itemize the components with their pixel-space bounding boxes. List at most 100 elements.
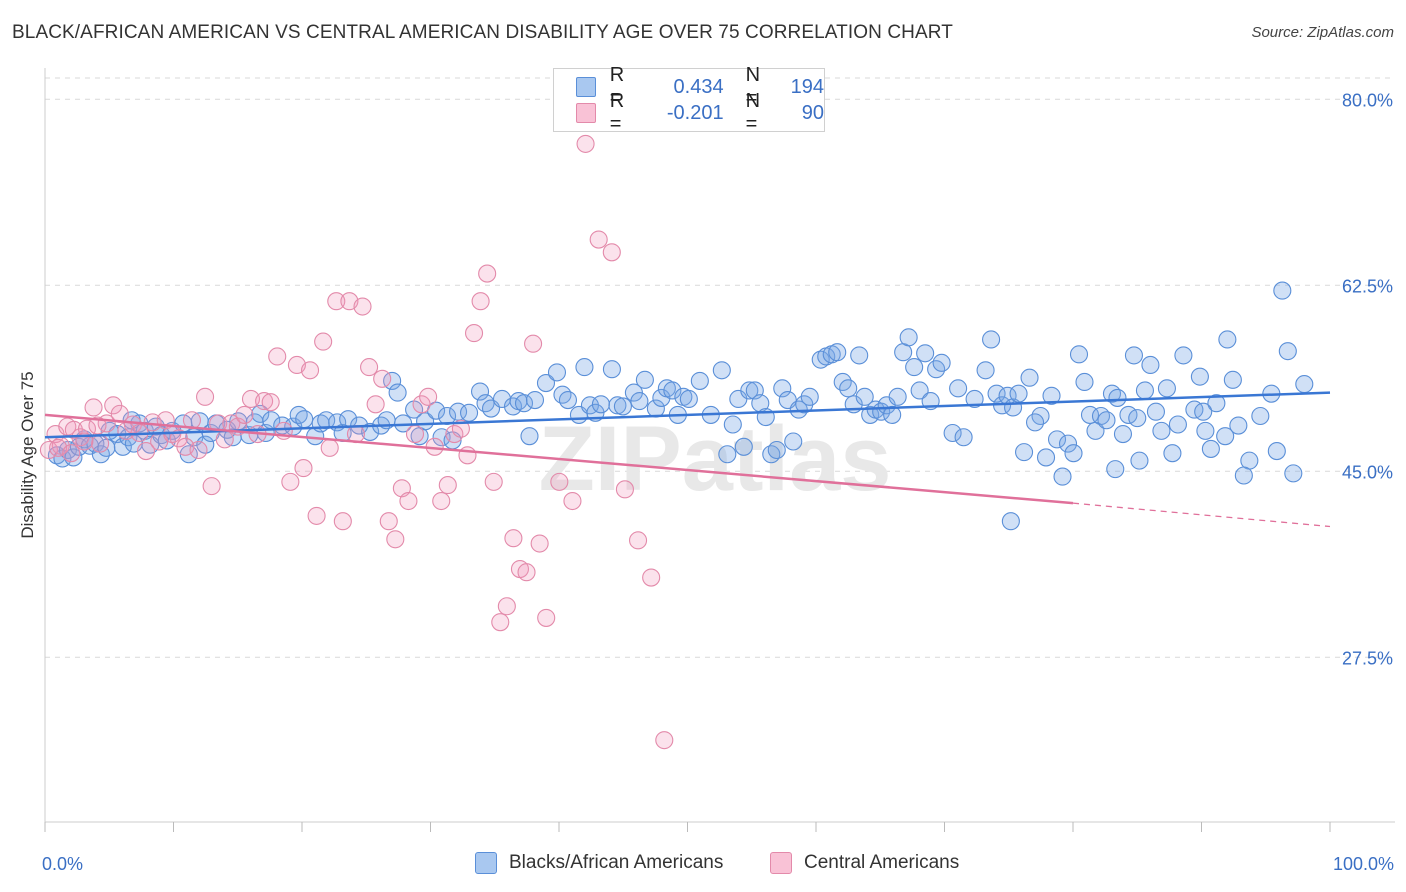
point-blacks xyxy=(1108,388,1127,407)
point-central-americans xyxy=(379,512,398,531)
point-blacks xyxy=(740,381,759,400)
point-blacks xyxy=(932,353,951,372)
point-central-americans xyxy=(281,472,300,491)
point-blacks xyxy=(1036,448,1056,467)
point-central-americans xyxy=(255,392,274,411)
point-blacks xyxy=(1201,439,1220,458)
point-blacks xyxy=(1042,386,1061,405)
point-central-americans xyxy=(353,297,372,316)
legend-item-central-americans[interactable]: Central Americans xyxy=(770,852,959,874)
point-blacks xyxy=(1157,379,1176,398)
source-label: Source: ZipAtlas.com xyxy=(1251,24,1394,41)
point-blacks xyxy=(553,385,572,404)
point-blacks xyxy=(470,382,490,401)
point-central-americans xyxy=(215,430,234,449)
point-central-americans xyxy=(451,419,470,438)
trend-line-blacks xyxy=(44,391,1331,439)
point-blacks xyxy=(839,379,858,398)
point-blacks xyxy=(1025,413,1045,432)
point-blacks xyxy=(1015,443,1034,462)
point-central-americans xyxy=(537,608,556,627)
series-legend: Blacks/African Americans Central America… xyxy=(0,852,1406,878)
point-blacks xyxy=(943,423,962,443)
point-blacks xyxy=(591,395,610,414)
point-blacks xyxy=(1009,384,1028,403)
point-blacks xyxy=(910,381,929,400)
point-blacks xyxy=(361,422,380,441)
point-blacks xyxy=(1047,430,1067,449)
point-blacks xyxy=(1273,281,1292,300)
point-central-americans xyxy=(655,731,674,750)
data-points xyxy=(39,134,1314,750)
point-central-americans xyxy=(491,613,510,632)
point-central-americans xyxy=(320,438,339,457)
point-central-americans xyxy=(484,472,503,491)
point-central-americans xyxy=(628,531,648,550)
point-central-americans xyxy=(88,416,107,435)
r-value-pink: -0.201 xyxy=(666,101,724,124)
point-blacks xyxy=(1146,402,1165,421)
point-central-americans xyxy=(300,361,320,380)
point-blacks xyxy=(514,394,534,413)
point-blacks xyxy=(1194,402,1213,421)
chart-title: BLACK/AFRICAN AMERICAN VS CENTRAL AMERIC… xyxy=(12,22,953,43)
point-blacks xyxy=(1216,427,1235,446)
point-blacks xyxy=(718,445,737,464)
point-blacks xyxy=(800,387,819,406)
point-blacks xyxy=(861,405,880,424)
y-tick-labels: 27.5% 45.0% 62.5% 80.0% xyxy=(1342,90,1393,668)
point-blacks xyxy=(712,361,731,380)
point-central-americans xyxy=(412,395,431,414)
point-central-americans xyxy=(471,292,490,311)
point-central-americans xyxy=(196,387,215,406)
point-blacks xyxy=(965,389,984,409)
point-blacks xyxy=(916,344,935,363)
point-blacks xyxy=(679,389,698,409)
trend-line-central-americans xyxy=(44,413,1074,505)
x-tick-label: 0.0% xyxy=(42,854,83,874)
n-value-pink: 90 xyxy=(801,101,824,124)
point-blacks xyxy=(1278,342,1297,361)
point-central-americans xyxy=(261,393,280,412)
legend-swatch-blacks xyxy=(475,852,497,874)
point-blacks xyxy=(899,328,918,347)
point-blacks xyxy=(652,388,671,407)
point-blacks xyxy=(317,411,336,430)
point-blacks xyxy=(503,397,523,416)
point-central-americans xyxy=(202,477,221,496)
point-central-americans xyxy=(438,476,457,495)
point-blacks xyxy=(1223,370,1242,389)
trend-line-central-americans-extension xyxy=(1072,502,1331,528)
point-blacks xyxy=(1190,367,1209,386)
point-blacks xyxy=(525,390,545,410)
point-central-americans xyxy=(458,446,477,465)
point-blacks xyxy=(416,412,435,431)
legend-label-blacks: Blacks/African Americans xyxy=(509,852,724,873)
point-blacks xyxy=(1069,345,1089,364)
point-central-americans xyxy=(91,434,110,453)
y-axis-label: Disability Age Over 75 xyxy=(18,371,37,538)
point-central-americans xyxy=(530,534,549,553)
point-blacks xyxy=(690,371,709,390)
point-blacks xyxy=(635,370,654,389)
point-blacks xyxy=(905,358,924,377)
point-blacks xyxy=(734,437,753,456)
point-central-americans xyxy=(64,420,83,439)
point-central-americans xyxy=(235,405,254,424)
y-tick-label: 62.5% xyxy=(1342,276,1393,296)
point-blacks xyxy=(767,440,786,460)
legend-item-blacks[interactable]: Blacks/African Americans xyxy=(475,852,723,874)
point-blacks xyxy=(811,350,830,369)
x-tick-label: 100.0% xyxy=(1333,854,1394,874)
point-central-americans xyxy=(432,491,451,511)
point-blacks xyxy=(558,390,578,410)
point-blacks xyxy=(1001,512,1020,531)
r-label: R = xyxy=(609,64,625,109)
point-central-americans xyxy=(517,563,536,582)
point-blacks xyxy=(987,384,1006,403)
point-central-americans xyxy=(386,530,405,549)
point-blacks xyxy=(883,405,902,424)
watermark: ZIPatlas xyxy=(539,408,892,510)
point-central-americans xyxy=(642,568,661,587)
point-central-americans xyxy=(405,425,425,444)
